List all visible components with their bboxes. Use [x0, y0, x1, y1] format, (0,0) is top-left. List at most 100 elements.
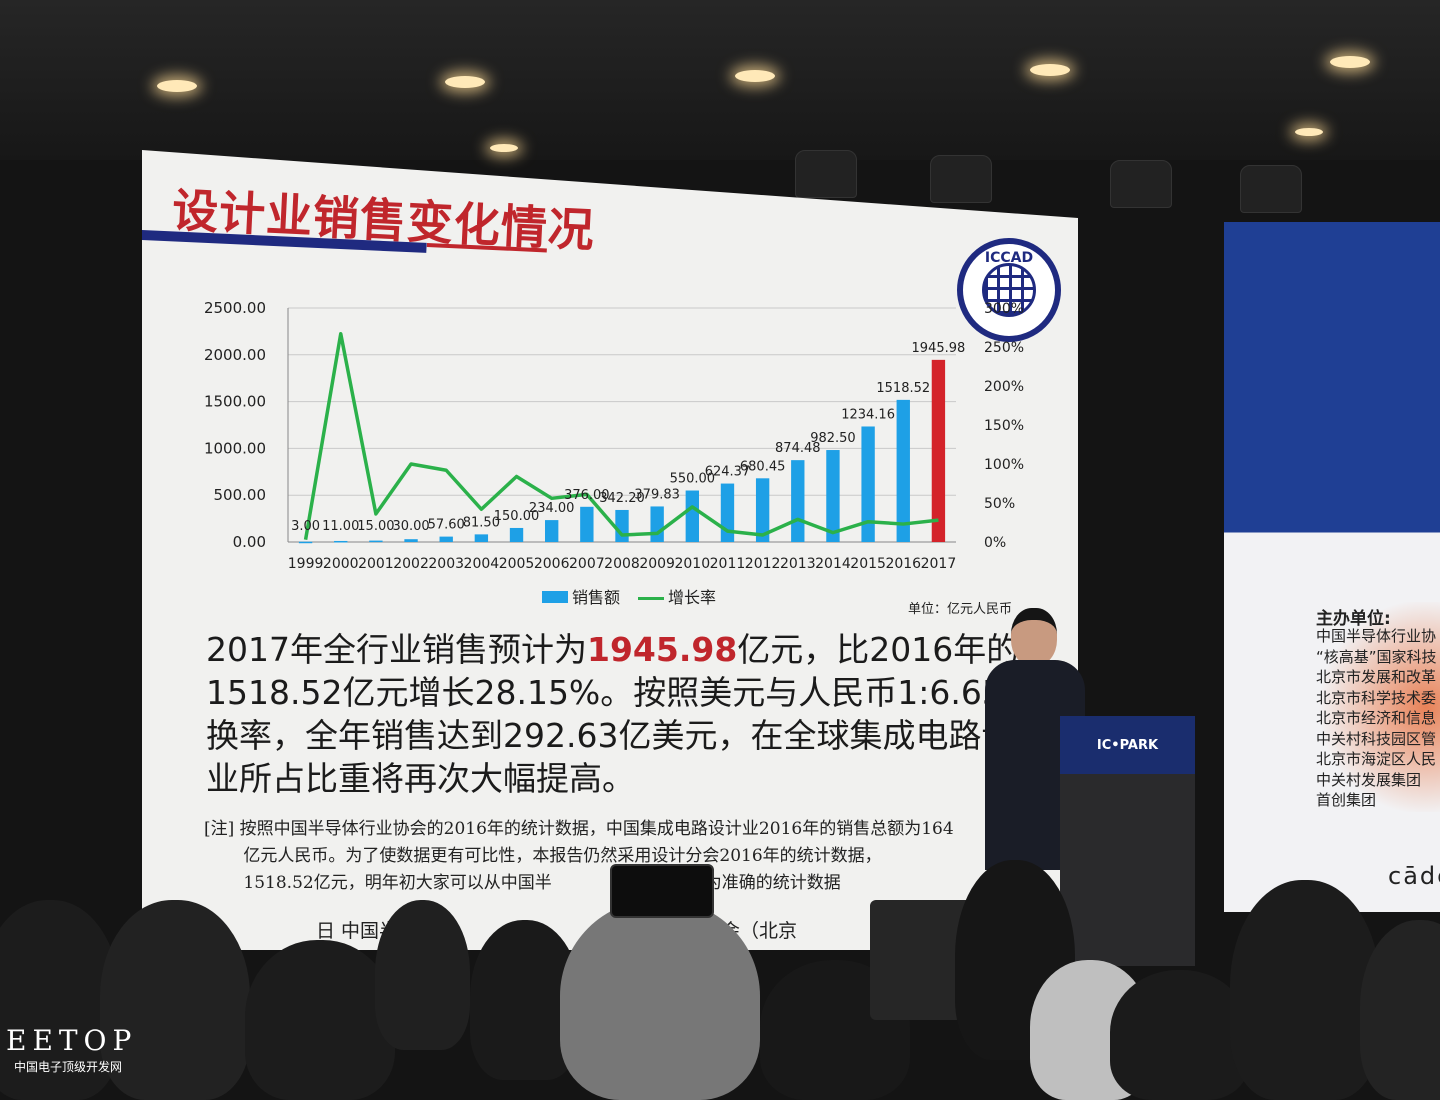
organizer-item: 北京市海淀区人民 — [1316, 750, 1437, 768]
ceiling-light — [1330, 56, 1370, 68]
audience-head — [1360, 920, 1440, 1100]
left-tick-label: 500.00 — [214, 486, 267, 504]
audience-head — [1230, 880, 1380, 1100]
line-series — [303, 331, 939, 540]
organizer-item: 北京市科学技术委 — [1316, 688, 1437, 707]
bar-value-label: 3.00 — [291, 519, 320, 534]
bar-value-label: 550.00 — [670, 472, 716, 487]
bar — [826, 450, 840, 542]
organizer-item: 中关村发展集团 — [1316, 770, 1422, 789]
audience-head — [560, 900, 760, 1100]
bar — [439, 536, 453, 542]
ceiling-light — [445, 76, 485, 88]
bar — [931, 359, 946, 542]
bar — [545, 520, 559, 542]
summary-text-1: 2017年全行业销售预计为 — [206, 630, 587, 669]
bar — [861, 426, 875, 542]
bar-value-label: 81.50 — [463, 515, 500, 530]
bar-series — [298, 359, 946, 544]
x-tick-label: 2007 — [569, 556, 605, 572]
bar-value-label: 1234.16 — [841, 407, 895, 422]
legend-bar-swatch — [542, 591, 568, 603]
podium: IC•PARK — [1060, 716, 1195, 966]
ceiling-light — [490, 144, 518, 152]
left-axis-ticks: 0.00 500.00 1000.00 1500.00 2000.00 2500.00 — [204, 299, 266, 551]
bar — [685, 490, 699, 542]
audience-head — [375, 900, 470, 1050]
x-tick-label: 2010 — [674, 556, 710, 572]
audience — [0, 860, 1440, 1100]
x-tick-label: 2004 — [464, 556, 500, 572]
organizer-item: 中关村科技园区管 — [1316, 729, 1437, 748]
bar-value-label: 30.00 — [392, 519, 429, 534]
bar-value-label: 342.20 — [599, 491, 645, 506]
x-tick-label: 2015 — [850, 556, 886, 572]
bar-value-label: 150.00 — [494, 509, 540, 524]
stage-spotlight — [1110, 160, 1172, 208]
bar — [615, 509, 629, 542]
bar — [791, 460, 805, 542]
left-tick-label: 2500.00 — [204, 299, 266, 317]
sponsor-brand: cāde — [1388, 862, 1440, 890]
unit-label: 单位：亿元人民币 — [908, 602, 1013, 617]
presentation-slide: 设计业销售变化情况 ICCAD 0.00 500.00 1000.00 1500.00… — [142, 150, 1078, 950]
stage-spotlight — [930, 155, 992, 203]
bar-value-label: 874.48 — [775, 441, 821, 456]
bar — [755, 478, 770, 542]
bar — [369, 540, 383, 543]
bar-value-label: 15.00 — [357, 519, 394, 534]
chart-legend: 销售额 增长率 — [542, 584, 716, 608]
x-tick-label: 2003 — [428, 556, 464, 572]
legend-line-item: 增长率 — [638, 584, 716, 608]
organizer-item: “核高基”国家科技 — [1316, 647, 1437, 666]
x-tick-label: 2012 — [745, 556, 781, 572]
audience-head — [1110, 970, 1250, 1100]
organizer-heading: 主办单位: — [1316, 609, 1391, 629]
watermark-subtitle: 中国电子顶级开发网 — [14, 1060, 123, 1074]
logo-grid-icon — [982, 263, 1036, 317]
bar-value-label: 379.83 — [634, 487, 680, 502]
bar — [896, 399, 910, 542]
bar-value-label: 11.00 — [322, 519, 359, 534]
data-labels: 3.00 11.0015.0030.0057.6081.50150.00234.0… — [291, 341, 965, 534]
camera-phone — [610, 864, 714, 918]
ceiling — [0, 0, 1440, 160]
side-screen: 主办单位: 中国半导体行业协 “核高基”国家科技 北京市发展和改革 北京市科学技… — [1224, 222, 1440, 912]
bar — [404, 539, 418, 542]
bar-value-label: 982.50 — [810, 431, 856, 446]
organizer-item: 首创集团 — [1316, 791, 1377, 809]
podium-sign: IC•PARK — [1060, 716, 1195, 774]
bar-value-label: 1518.52 — [876, 381, 930, 396]
ceiling-light — [1295, 128, 1323, 136]
x-tick-label: 1999 — [288, 556, 324, 572]
legend-bar-item: 销售额 — [542, 584, 620, 608]
logo-text: ICCAD — [984, 250, 1034, 266]
summary-paragraph: 2017年全行业销售预计为1945.98亿元，比2016年的 1518.52亿元… — [206, 628, 1076, 800]
stage-spotlight — [795, 150, 857, 198]
x-tick-label: 2017 — [921, 556, 957, 572]
bar-value-label: 680.45 — [740, 459, 786, 474]
x-tick-label: 2006 — [534, 556, 570, 572]
iccad-logo: ICCAD — [957, 238, 1061, 342]
ceiling-light — [735, 70, 775, 82]
right-tick-label: 250% — [984, 340, 1024, 356]
bar — [474, 534, 489, 542]
bar-value-label: 376.00 — [564, 488, 610, 503]
right-tick-label: 150% — [984, 418, 1024, 434]
sales-chart: 0.00 500.00 1000.00 1500.00 2000.00 2500.00 0… — [204, 299, 1024, 572]
footnote: [注] 按照中国半导体行业协会的2016年的统计数据，中国集成电路设计业2016… — [204, 819, 954, 893]
left-tick-label: 2000.00 — [204, 346, 266, 364]
right-tick-label: 200% — [984, 379, 1024, 395]
side-screen-graphic — [1314, 602, 1440, 812]
legend-bar-label: 销售额 — [572, 588, 621, 607]
bar — [334, 540, 348, 543]
chart-grid — [287, 307, 956, 543]
bar — [650, 506, 664, 542]
x-tick-label: 2005 — [499, 556, 535, 572]
organizer-item: 北京市发展和改革 — [1316, 668, 1437, 686]
right-tick-label: 50% — [984, 496, 1015, 512]
x-tick-label: 2016 — [885, 556, 921, 572]
watermark-logo: EETOP — [6, 1024, 138, 1057]
x-axis-ticks: 1999 2000 2001 2002 2003 2004 2005 2006 2007 2008… — [288, 556, 956, 572]
organizer-item: 北京市经济和信息 — [1316, 709, 1437, 727]
